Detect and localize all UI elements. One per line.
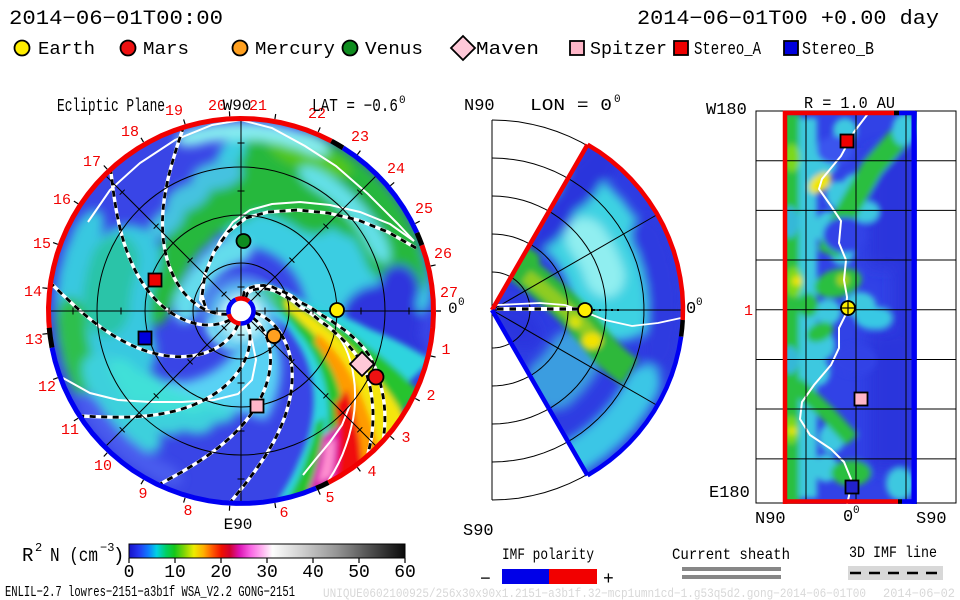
svg-text:W90: W90 bbox=[223, 97, 252, 115]
svg-text:25: 25 bbox=[415, 201, 433, 218]
svg-text:Earth: Earth bbox=[38, 40, 95, 60]
svg-text:Mercury: Mercury bbox=[255, 40, 335, 60]
svg-text:Stereo_A: Stereo_A bbox=[694, 40, 761, 60]
svg-text:IMF polarity: IMF polarity bbox=[502, 546, 594, 564]
svg-text:18: 18 bbox=[121, 124, 139, 141]
svg-text:N90: N90 bbox=[755, 510, 786, 529]
svg-text:Ecliptic Plane: Ecliptic Plane bbox=[57, 97, 165, 117]
svg-text:0: 0 bbox=[614, 94, 621, 106]
svg-text:0: 0 bbox=[458, 297, 465, 309]
svg-text:9: 9 bbox=[138, 486, 147, 503]
svg-text:6: 6 bbox=[279, 505, 288, 522]
svg-text:S90: S90 bbox=[916, 510, 947, 529]
svg-text:10: 10 bbox=[94, 458, 112, 475]
svg-text:12: 12 bbox=[38, 379, 56, 396]
svg-text:24: 24 bbox=[387, 161, 405, 178]
svg-text:0: 0 bbox=[853, 505, 860, 517]
svg-text:0: 0 bbox=[686, 300, 696, 319]
svg-text:1: 1 bbox=[441, 342, 450, 359]
svg-text:S90: S90 bbox=[463, 522, 494, 541]
svg-text:): ) bbox=[113, 545, 124, 567]
svg-text:5: 5 bbox=[325, 490, 334, 507]
svg-text:Maven: Maven bbox=[476, 40, 539, 60]
svg-text:20: 20 bbox=[210, 563, 232, 583]
svg-text:20: 20 bbox=[208, 98, 226, 115]
svg-text:R: R bbox=[22, 545, 33, 567]
svg-text:19: 19 bbox=[165, 103, 183, 120]
svg-text:0: 0 bbox=[696, 297, 703, 309]
svg-text:14: 14 bbox=[24, 284, 42, 301]
svg-text:15: 15 bbox=[33, 236, 51, 253]
svg-text:N90: N90 bbox=[464, 97, 495, 116]
svg-text:LON = 0: LON = 0 bbox=[530, 97, 612, 116]
svg-text:W180: W180 bbox=[706, 101, 747, 120]
svg-text:27: 27 bbox=[440, 285, 458, 302]
svg-text:−3: −3 bbox=[100, 541, 114, 555]
svg-text:0: 0 bbox=[843, 508, 853, 527]
svg-text:0: 0 bbox=[399, 95, 406, 107]
svg-text:10: 10 bbox=[164, 563, 186, 583]
svg-text:UNIQUE0602100925/256x30x90x1.2: UNIQUE0602100925/256x30x90x1.2151−a3b1f.… bbox=[323, 587, 866, 600]
svg-text:0: 0 bbox=[448, 300, 458, 318]
svg-text:13: 13 bbox=[25, 332, 43, 349]
svg-text:0: 0 bbox=[124, 563, 135, 583]
svg-text:60: 60 bbox=[394, 563, 416, 583]
svg-text:16: 16 bbox=[53, 192, 71, 209]
svg-text:N (cm: N (cm bbox=[50, 545, 98, 567]
svg-text:4: 4 bbox=[367, 464, 376, 481]
svg-text:26: 26 bbox=[434, 246, 452, 263]
svg-text:21: 21 bbox=[249, 98, 267, 115]
svg-text:2: 2 bbox=[35, 541, 42, 555]
svg-text:2014−06−02: 2014−06−02 bbox=[883, 587, 955, 600]
svg-text:2014−06−01T00 +0.00 day: 2014−06−01T00 +0.00 day bbox=[637, 8, 939, 31]
svg-text:3D IMF line: 3D IMF line bbox=[849, 544, 937, 562]
svg-text:−: − bbox=[480, 570, 491, 590]
svg-text:11: 11 bbox=[61, 422, 79, 439]
svg-text:40: 40 bbox=[302, 563, 324, 583]
svg-text:Current sheath: Current sheath bbox=[672, 546, 790, 564]
svg-text:R = 1.0 AU: R = 1.0 AU bbox=[804, 95, 895, 114]
svg-text:Mars: Mars bbox=[143, 40, 189, 60]
svg-text:ENLIL−2.7 lowres−2151−a3b1f WS: ENLIL−2.7 lowres−2151−a3b1f WSA_V2.2 GON… bbox=[5, 584, 295, 600]
svg-text:3: 3 bbox=[401, 430, 410, 447]
svg-text:E90: E90 bbox=[224, 516, 253, 534]
svg-text:22: 22 bbox=[308, 106, 326, 123]
svg-text:E180: E180 bbox=[709, 484, 750, 503]
svg-text:LAT = −0.6: LAT = −0.6 bbox=[312, 97, 398, 117]
svg-text:50: 50 bbox=[348, 563, 370, 583]
svg-text:1: 1 bbox=[744, 303, 753, 320]
svg-text:Stereo_B: Stereo_B bbox=[802, 40, 874, 60]
svg-text:2014−06−01T00:00: 2014−06−01T00:00 bbox=[9, 8, 223, 31]
svg-text:2: 2 bbox=[426, 388, 435, 405]
svg-text:Venus: Venus bbox=[365, 40, 423, 60]
svg-text:8: 8 bbox=[183, 503, 192, 520]
svg-text:30: 30 bbox=[256, 563, 278, 583]
svg-text:Spitzer: Spitzer bbox=[590, 40, 667, 60]
svg-text:+: + bbox=[603, 570, 614, 590]
svg-text:17: 17 bbox=[83, 154, 101, 171]
svg-text:23: 23 bbox=[351, 129, 369, 146]
